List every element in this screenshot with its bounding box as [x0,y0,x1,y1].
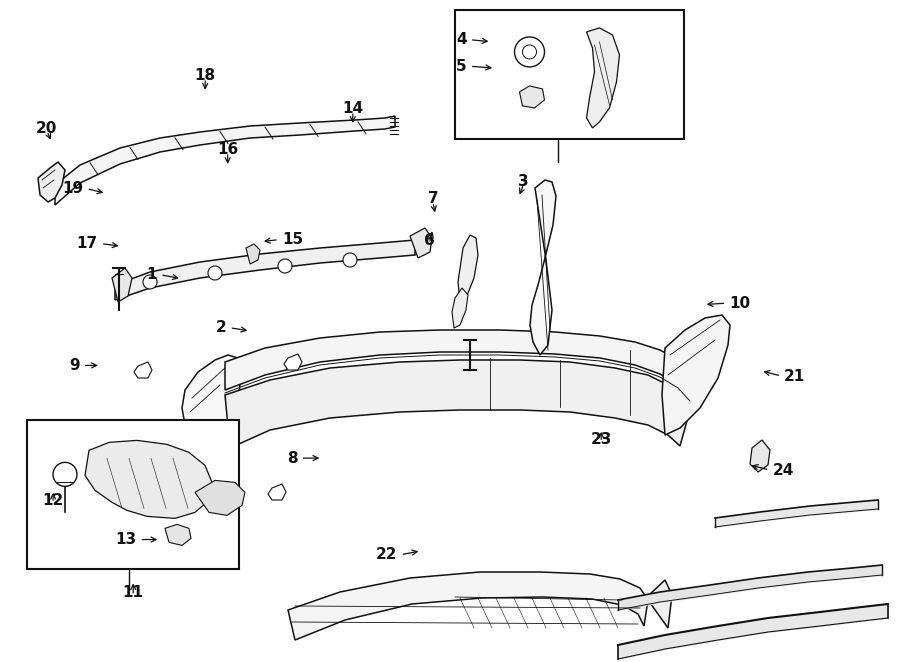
Polygon shape [112,268,132,302]
Text: 15: 15 [282,232,303,247]
Polygon shape [225,360,690,448]
Text: 2: 2 [216,320,227,335]
Text: 23: 23 [590,432,612,447]
Text: 24: 24 [772,463,794,477]
Text: 9: 9 [69,358,80,373]
Circle shape [143,275,157,289]
Text: 18: 18 [194,68,216,83]
Text: 19: 19 [62,181,84,196]
Circle shape [208,266,222,280]
Polygon shape [530,180,556,355]
Text: 16: 16 [217,142,239,157]
Bar [27,420,238,569]
Polygon shape [750,440,770,472]
Text: 3: 3 [518,173,529,189]
Polygon shape [268,484,286,500]
Text: 11: 11 [122,585,144,600]
Polygon shape [134,362,152,378]
Circle shape [53,462,77,487]
Polygon shape [587,28,619,128]
Text: 12: 12 [42,493,64,508]
Text: 5: 5 [456,59,467,73]
Text: 13: 13 [115,532,137,547]
Polygon shape [85,440,212,518]
Bar [454,10,684,139]
Polygon shape [410,228,432,258]
Polygon shape [648,580,672,628]
Text: 20: 20 [36,120,58,136]
Polygon shape [195,481,245,516]
Circle shape [278,259,292,273]
Text: 10: 10 [729,296,751,310]
Polygon shape [182,355,242,440]
Text: 14: 14 [342,101,364,116]
Text: 6: 6 [424,233,435,248]
Polygon shape [55,116,395,205]
Polygon shape [246,244,260,264]
Polygon shape [288,572,648,640]
Text: 8: 8 [287,451,298,465]
Circle shape [523,45,536,59]
Text: 22: 22 [376,547,398,562]
Polygon shape [38,162,65,202]
Polygon shape [115,240,415,300]
Text: 1: 1 [147,267,158,282]
Polygon shape [452,288,468,328]
Text: 7: 7 [428,191,438,207]
Polygon shape [662,315,730,435]
Polygon shape [165,524,191,545]
Text: 21: 21 [784,369,806,383]
Polygon shape [458,235,478,302]
Polygon shape [225,330,690,398]
Text: 17: 17 [76,236,98,251]
Circle shape [515,37,544,67]
Text: 4: 4 [456,32,467,47]
Polygon shape [519,86,544,108]
Polygon shape [284,354,302,370]
Circle shape [343,253,357,267]
